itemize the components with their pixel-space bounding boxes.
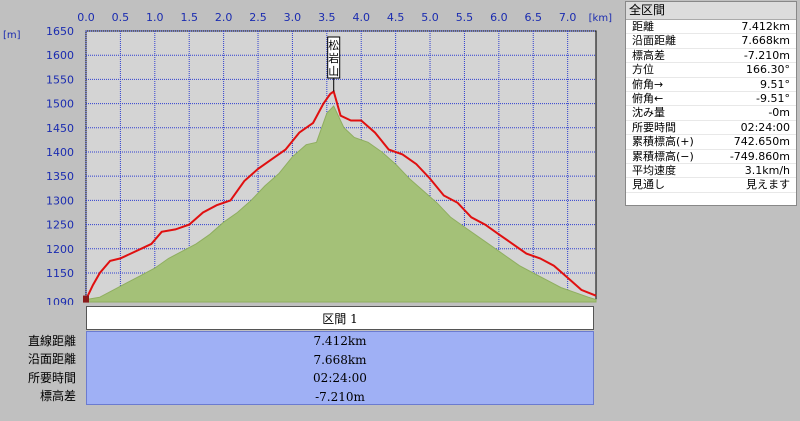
stat-label: 距離 xyxy=(632,20,654,33)
y-tick-label: 1500 xyxy=(46,98,74,111)
stat-value: 7.412km xyxy=(741,20,790,33)
y-tick-label: 1350 xyxy=(46,170,74,183)
stat-row: 俯角← -9.51° xyxy=(626,91,796,107)
stat-value: 7.668km xyxy=(741,34,790,48)
stat-row: 平均速度 3.1km/h xyxy=(626,163,796,179)
stat-label: 沈み量 xyxy=(632,106,665,120)
stat-value: 742.650m xyxy=(733,135,790,149)
segment-header-label: 区間 1 xyxy=(322,311,358,326)
segment-header[interactable]: 区間 1 xyxy=(86,306,594,330)
x-axis-label: [km] xyxy=(589,13,612,24)
x-tick-label: 0.5 xyxy=(112,11,130,24)
x-tick-label: 7.0 xyxy=(559,11,577,24)
stat-row: 俯角→ 9.51° xyxy=(626,78,796,92)
stat-label: 沿面距離 xyxy=(632,34,676,48)
stat-row: 沿面距離 7.668km xyxy=(626,34,796,49)
y-tick-label: 1300 xyxy=(46,194,74,207)
stats-rows: 距離 7.412km 沿面距離 7.668km 標高差 -7.210m 方位 166.30° 俯… xyxy=(626,20,796,193)
x-tick-label: 1.0 xyxy=(146,11,164,24)
stat-label: 俯角→ xyxy=(632,77,664,91)
x-tick-label: 3.0 xyxy=(284,11,302,24)
x-tick-label: 5.5 xyxy=(456,11,474,24)
stat-label: 標高差 xyxy=(632,48,665,62)
stat-label: 平均速度 xyxy=(632,163,676,177)
x-tick-label: 6.0 xyxy=(490,11,508,24)
x-tick-label: 6.5 xyxy=(524,11,542,24)
x-tick-label: 0.0 xyxy=(77,11,95,24)
y-tick-label: 1600 xyxy=(46,49,74,62)
stat-value: -0m xyxy=(768,106,790,120)
stat-value: -749.860m xyxy=(729,149,790,163)
stat-row: 累積標高(+) 742.650m xyxy=(626,135,796,150)
stat-value: -7.210m xyxy=(743,48,790,62)
stat-value: -9.51° xyxy=(756,91,790,105)
stat-value: 3.1km/h xyxy=(744,163,790,177)
segment-value-surface-distance: 7.668km xyxy=(313,352,367,367)
stat-label: 俯角← xyxy=(632,91,664,105)
stat-value: 02:24:00 xyxy=(740,120,790,134)
segment-labels: 直線距離 沿面距離 所要時間 標高差 xyxy=(0,331,80,405)
stat-label: 所要時間 xyxy=(632,120,676,134)
y-tick-label: 1250 xyxy=(46,219,74,232)
peak-label: 松 xyxy=(328,38,339,52)
peak-label: 岩 xyxy=(328,51,339,65)
x-tick-label: 1.5 xyxy=(180,11,198,24)
stats-panel: 全区間 距離 7.412km 沿面距離 7.668km 標高差 -7.210m 方位 166.… xyxy=(625,1,797,206)
y-tick-label: 1090 xyxy=(46,296,74,305)
stat-label: 累積標高(−) xyxy=(632,149,694,163)
y-tick-label: 1200 xyxy=(46,243,74,256)
y-tick-label: 1550 xyxy=(46,73,74,86)
stat-label: 累積標高(+) xyxy=(632,135,694,149)
stat-row: 沈み量 -0m xyxy=(626,106,796,121)
stat-row: 所要時間 02:24:00 xyxy=(626,120,796,136)
stat-label: 見通し xyxy=(632,178,665,192)
segment-value-time: 02:24:00 xyxy=(313,371,367,386)
y-tick-label: 1150 xyxy=(46,267,74,280)
segment-label-straight-distance: 直線距離 xyxy=(27,333,76,348)
stat-value: 9.51° xyxy=(760,77,790,91)
y-tick-label: 1400 xyxy=(46,146,74,159)
stat-value: 166.30° xyxy=(746,63,790,77)
segment-label-surface-distance: 沿面距離 xyxy=(27,352,76,367)
segment-value-straight-distance: 7.412km xyxy=(313,334,367,349)
stat-row: 標高差 -7.210m xyxy=(626,48,796,64)
x-tick-label: 5.0 xyxy=(421,11,439,24)
y-tick-label: 1650 xyxy=(46,25,74,38)
segment-label-time: 所要時間 xyxy=(27,370,76,385)
x-tick-label: 4.0 xyxy=(352,11,370,24)
x-tick-label: 2.0 xyxy=(215,11,233,24)
y-axis-label: [m] xyxy=(3,30,21,41)
stat-row: 距離 7.412km xyxy=(626,20,796,35)
terrain-area xyxy=(85,105,597,303)
stat-row: 見通し 見えます xyxy=(626,178,796,193)
x-tick-label: 3.5 xyxy=(318,11,336,24)
segment-table: 7.412km 7.668km 02:24:00 -7.210m xyxy=(86,331,594,405)
start-marker xyxy=(83,295,89,303)
elevation-chart: 0.0 0.5 1.0 1.5 2.0 2.5 3.0 3.5 4.0 4.5 5.0 5.5 6.0 6… xyxy=(3,11,612,305)
y-tick-label: 1450 xyxy=(46,122,74,135)
stat-row: 累積標高(−) -749.860m xyxy=(626,150,796,164)
stat-value: 見えます xyxy=(746,178,790,192)
stat-label: 方位 xyxy=(632,63,654,77)
x-tick-label: 2.5 xyxy=(249,11,267,24)
peak-label: 山 xyxy=(328,65,339,78)
stats-title: 全区間 xyxy=(626,2,796,20)
segment-label-elevation-diff: 標高差 xyxy=(39,389,76,404)
stat-row: 方位 166.30° xyxy=(626,63,796,78)
x-tick-label: 4.5 xyxy=(387,11,405,24)
route-elevation-line xyxy=(85,89,597,301)
segment-value-elevation-diff: -7.210m xyxy=(315,389,365,404)
